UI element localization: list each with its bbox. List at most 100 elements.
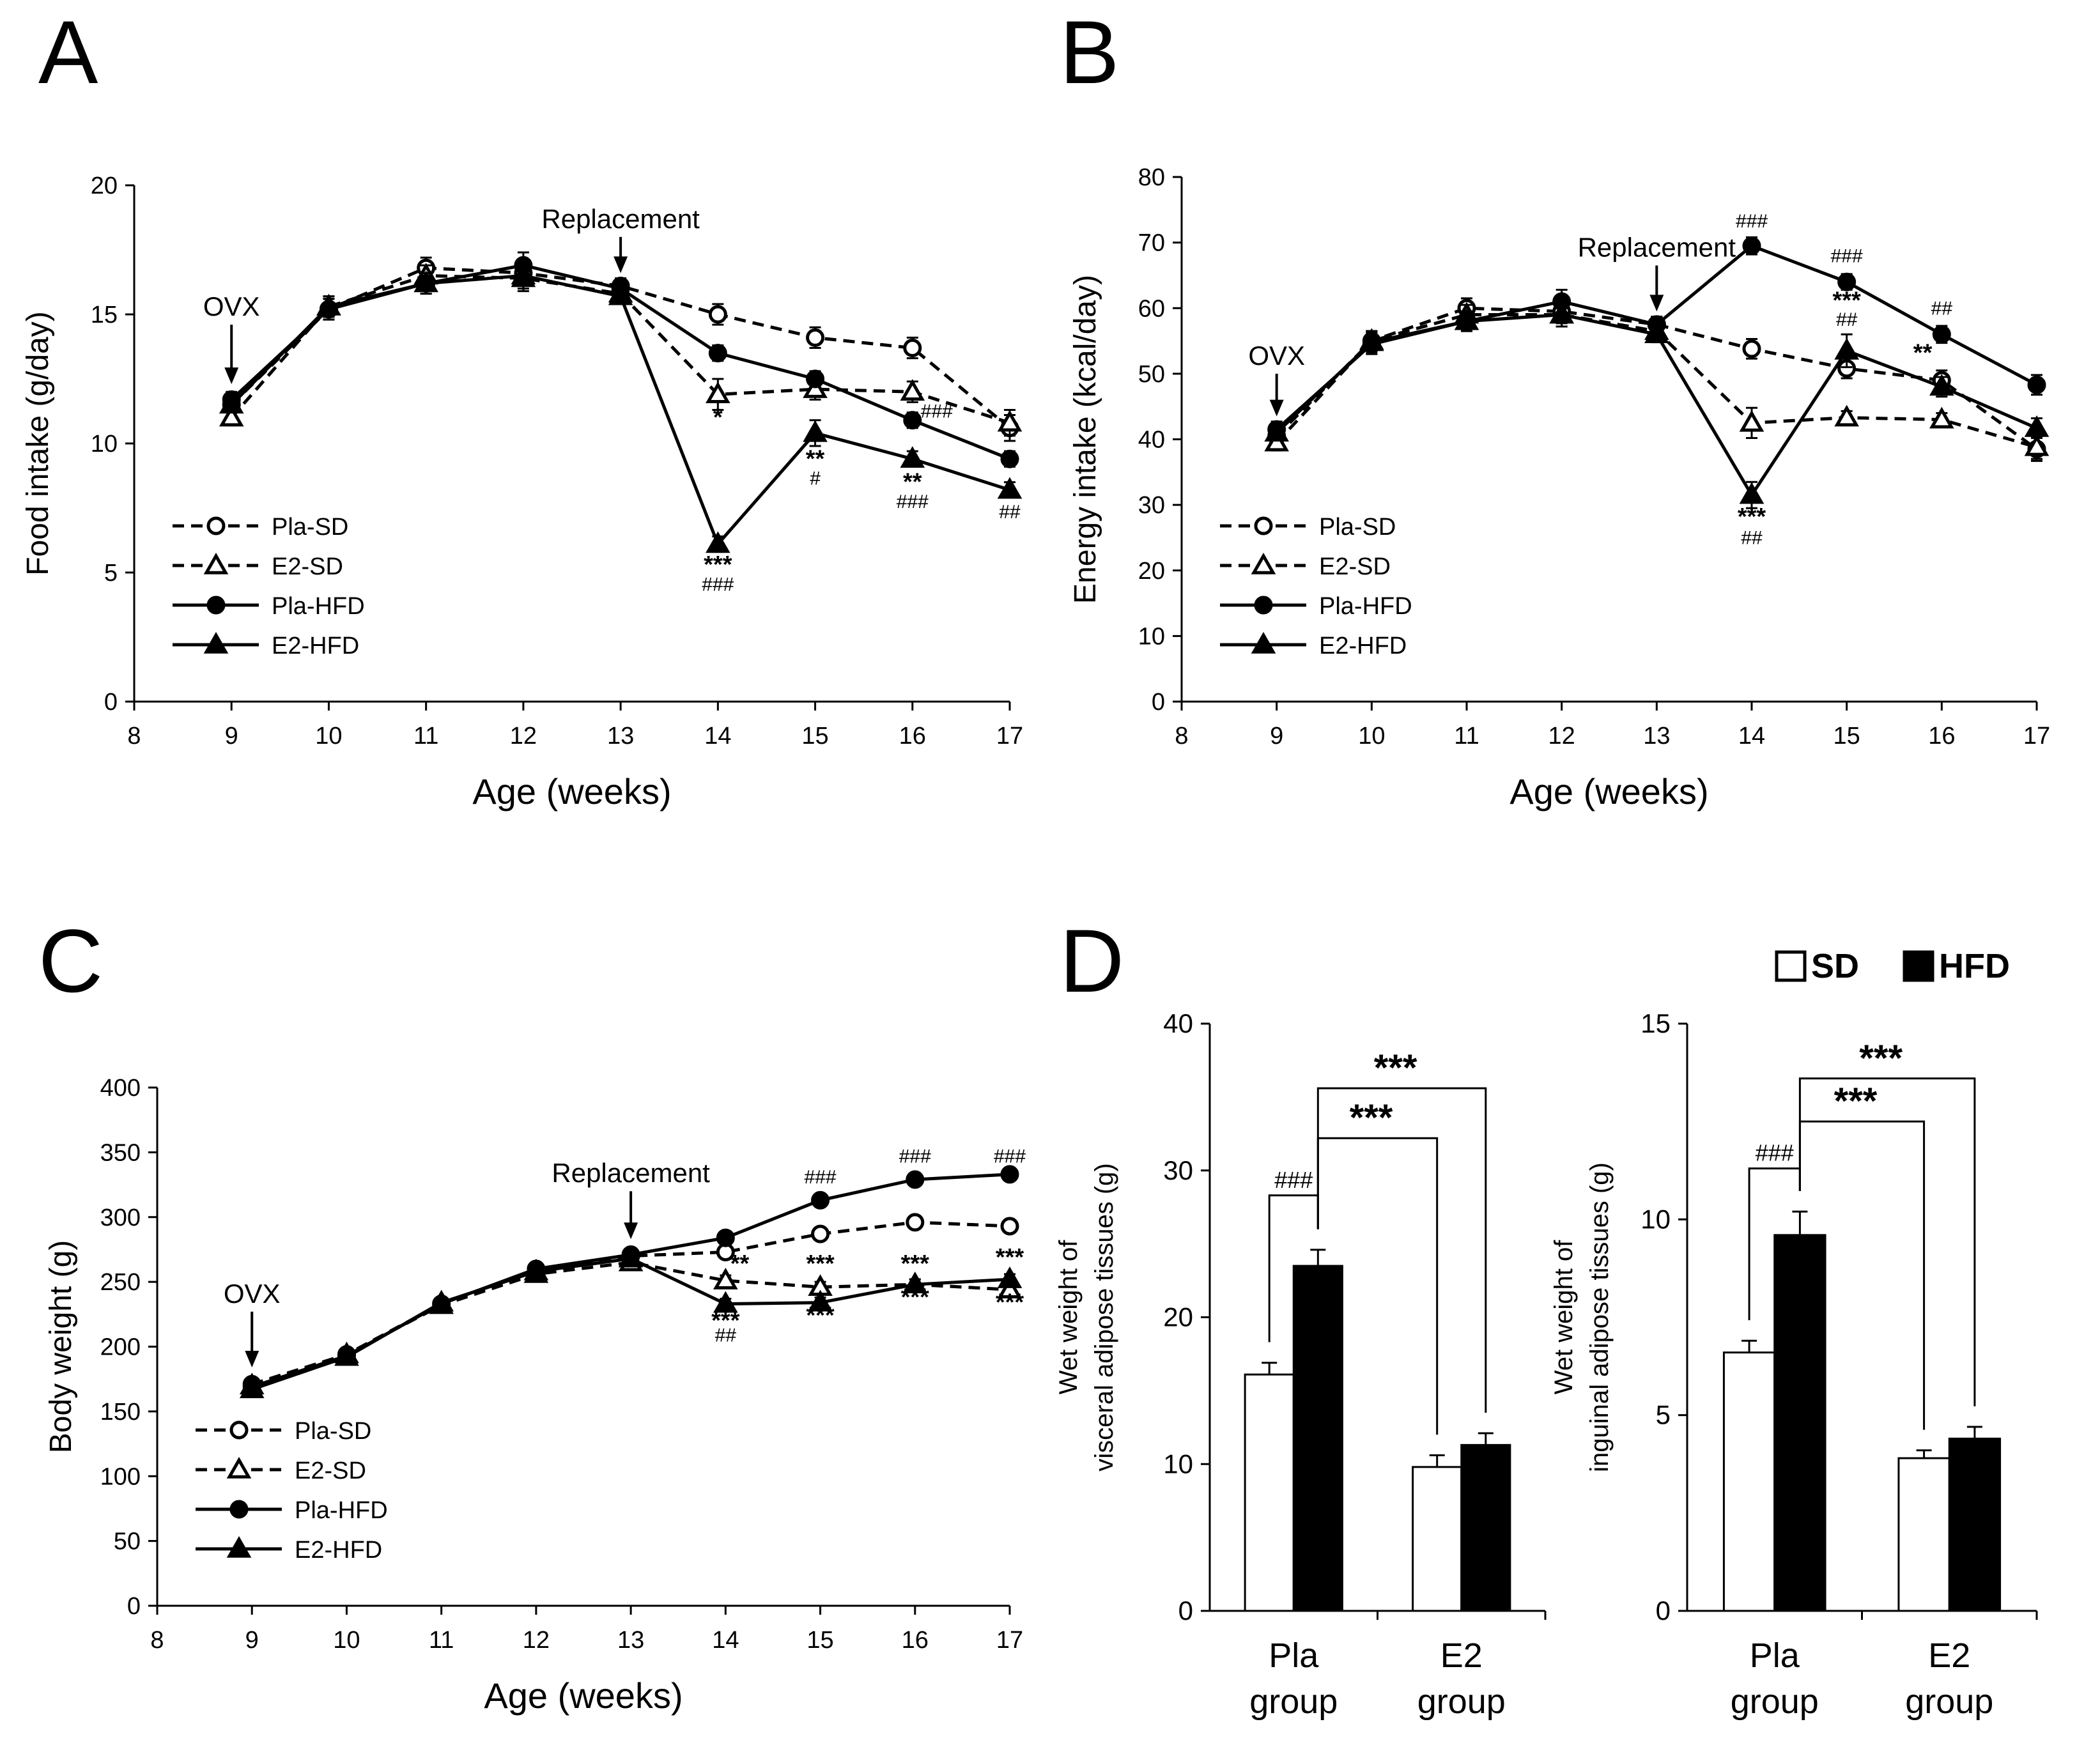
panel-letter-a: A [38, 2, 98, 102]
chart-d-legend: SD HFD [1775, 947, 2010, 985]
chart-a-series-pla-hfd-point [708, 344, 727, 363]
chart-b-series-pla-sd-line [1275, 306, 2038, 450]
chart-b-arrow-head [1269, 399, 1284, 417]
chart-c-arrow-head [245, 1350, 259, 1367]
chart-c-series-pla-hfd-point [716, 1228, 735, 1247]
chart-c-y-tick-label: 0 [127, 1593, 141, 1620]
chart-c-legend-marker-e2-hfd [226, 1535, 252, 1558]
chart-b-legend-marker-pla-hfd [1254, 596, 1273, 615]
chart-d1-y-tick-label: 0 [1178, 1596, 1193, 1626]
panel-letter-d: D [1060, 911, 1124, 1011]
panel-letter-b: B [1060, 2, 1119, 102]
chart-a-legend-marker-e2-hfd [203, 631, 229, 654]
chart-c-significance-label: ### [805, 1167, 837, 1188]
chart-a-legend-marker-pla-sd [206, 516, 226, 535]
chart-c-series-pla-hfd-point [1000, 1165, 1019, 1184]
chart-d1-bar-sd-pla-group [1244, 1373, 1295, 1612]
chart-b-y-tick-label: 0 [1152, 689, 1165, 716]
chart-c-significance-label: *** [996, 1289, 1024, 1316]
chart-c-series-e2-hfd-point [997, 1266, 1023, 1288]
panel-letter-c: C [38, 911, 103, 1011]
chart-b-series-e2-hfd-point [1549, 302, 1574, 324]
chart-a-series-pla-sd-point [806, 328, 825, 347]
chart-b-x-tick-label: 8 [1175, 723, 1188, 750]
chart-c-series-pla-hfd-point [811, 1190, 830, 1210]
chart-c-series-e2-hfd-point [429, 1289, 454, 1312]
chart-c-y-tick-label: 50 [114, 1528, 141, 1555]
chart-c-legend-marker-pla-sd [229, 1420, 249, 1440]
chart-b-y-tick-label: 70 [1138, 230, 1165, 257]
chart-a-annotation-ovx: OVX [203, 291, 260, 321]
chart-c-x-tick-label: 9 [245, 1627, 259, 1654]
chart-c-y-axis-label: Body weight (g) [44, 1240, 78, 1454]
chart-c-y-tick-label: 350 [100, 1139, 141, 1166]
chart-b-series-pla-hfd-point [2027, 375, 2046, 394]
chart-b-legend-label-pla-hfd: Pla-HFD [1319, 593, 1412, 620]
chart-a-significance-label: * [713, 404, 723, 431]
chart-b-y-tick-label: 10 [1138, 623, 1165, 650]
chart-a-series-e2-hfd-point [219, 392, 244, 414]
chart-b-significance-label: ## [1836, 309, 1858, 330]
chart-b-y-tick-label: 60 [1138, 295, 1165, 322]
chart-b-x-axis-label: Age (weeks) [1509, 771, 1708, 812]
legend-swatch-sd [1775, 950, 1807, 982]
chart-b-series-e2-sd-point [1929, 406, 1954, 429]
chart-c-x-tick-label: 12 [523, 1627, 550, 1654]
chart-a-y-axis-label: Food intake (g/day) [21, 311, 55, 576]
chart-b-series-e2-hfd-point [1834, 337, 1859, 360]
chart-a-y-tick-label: 0 [104, 689, 118, 716]
chart-a-arrow-head [614, 256, 628, 273]
chart-c-significance-label: ### [994, 1146, 1026, 1167]
chart-a-significance-label: ### [897, 491, 929, 512]
chart-a-x-tick-label: 12 [510, 723, 537, 750]
chart-c-legend-label-e2-hfd: E2-HFD [295, 1537, 382, 1564]
chart-a-legend-label-pla-hfd: Pla-HFD [272, 593, 365, 620]
chart-a-x-tick-label: 10 [315, 723, 342, 750]
chart-c-x-tick-label: 17 [996, 1627, 1023, 1654]
chart-d1-bracket-label: ### [1274, 1167, 1313, 1193]
chart-b-series-pla-sd-point [1742, 339, 1761, 358]
chart-d2-category-label: E2 [1928, 1636, 1970, 1675]
chart-a-x-axis-label: Age (weeks) [472, 771, 671, 812]
chart-b-y-tick-label: 40 [1138, 427, 1165, 454]
chart-b-significance-label: ### [1736, 211, 1768, 232]
chart-b-energy-intake: 0 10 20 30 40 50 60 70 80 8 9 10 11 12 13 14 15 16 17 Age (… [1069, 164, 2050, 812]
chart-d1-y-tick-label: 40 [1163, 1008, 1193, 1038]
chart-d2-bracket [1798, 1077, 1976, 1406]
chart-b-series-e2-sd-point [2024, 434, 2050, 456]
chart-d2-y-tick-label: 0 [1656, 1596, 1671, 1626]
chart-c-series-pla-sd-point [811, 1224, 830, 1243]
chart-b-series-pla-hfd-point [1932, 325, 1951, 344]
chart-a-series-e2-hfd-point [997, 477, 1023, 499]
chart-b-legend-marker-e2-sd [1251, 552, 1276, 574]
chart-d-visceral-adipose: 0 10 20 30 40 Wet weight of visceral adipose t… [1054, 1008, 1547, 1721]
chart-a-series-e2-sd-point [997, 410, 1023, 432]
chart-c-annotation-replacement: Replacement [552, 1158, 710, 1188]
chart-c-x-tick-label: 14 [712, 1627, 739, 1654]
chart-c-annotation-ovx: OVX [224, 1279, 281, 1309]
legend-label-sd: SD [1811, 947, 1859, 985]
chart-c-series-pla-hfd-point [906, 1170, 925, 1189]
chart-a-series-e2-hfd-point [511, 263, 536, 285]
chart-b-legend-marker-e2-hfd [1251, 631, 1276, 654]
chart-b-y-tick-label: 50 [1138, 361, 1165, 388]
chart-d2-bracket-label: *** [1859, 1038, 1903, 1079]
chart-a-x-tick-label: 9 [225, 723, 238, 750]
chart-c-series-e2-hfd-point [713, 1291, 738, 1313]
chart-c-x-tick-label: 16 [902, 1627, 929, 1654]
chart-b-series-e2-hfd-point [2024, 415, 2050, 437]
chart-a-series-e2-hfd-point [413, 270, 438, 293]
chart-a-x-tick-label: 8 [127, 723, 141, 750]
chart-a-series-e2-hfd-line [230, 273, 1010, 548]
chart-c-y-tick-label: 300 [100, 1204, 141, 1231]
chart-a-legend-label-e2-sd: E2-SD [272, 553, 343, 580]
chart-b-series-pla-hfd-point [1837, 272, 1857, 291]
chart-c-significance-label: ** [730, 1250, 750, 1277]
chart-b-x-tick-label: 11 [1454, 723, 1479, 750]
chart-c-significance-label: ### [899, 1146, 931, 1167]
chart-b-significance-label: *** [1832, 287, 1861, 314]
chart-c-legend-marker-pla-hfd [229, 1500, 249, 1519]
chart-c-series-e2-hfd-point [808, 1289, 833, 1312]
chart-a-food-intake: 0 5 10 15 20 8 9 10 11 12 13 14 15 16 17 Age (weeks) Foo… [21, 173, 1023, 812]
